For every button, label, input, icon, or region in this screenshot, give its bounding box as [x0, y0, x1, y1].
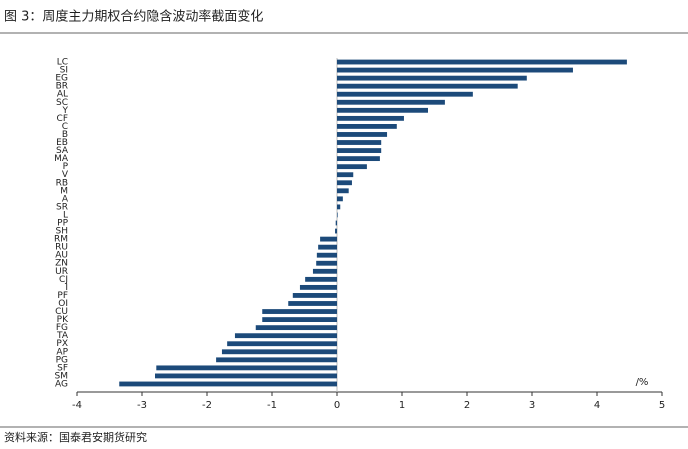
- bar: [337, 212, 338, 218]
- axis-unit: /%: [636, 377, 649, 388]
- x-tick-label: 0: [334, 400, 340, 411]
- y-tick-label: I: [65, 283, 68, 293]
- y-tick-label: SC: [56, 98, 68, 108]
- x-tick-label: -4: [72, 400, 82, 411]
- bar: [318, 244, 337, 250]
- y-tick-label: SA: [56, 146, 69, 156]
- bar: [337, 180, 352, 186]
- y-tick-label: MA: [54, 154, 69, 164]
- y-tick-label: RB: [56, 178, 68, 188]
- bar: [227, 341, 337, 347]
- x-tick-label: 4: [594, 400, 600, 411]
- y-tick-label: AG: [55, 379, 68, 389]
- y-tick-label: ZN: [55, 259, 68, 269]
- y-tick-label: PX: [56, 339, 68, 349]
- y-tick-label: TA: [56, 331, 69, 341]
- y-tick-label: SR: [56, 202, 68, 212]
- source: 资料来源：国泰君安期货研究: [4, 430, 147, 444]
- bar: [335, 220, 337, 226]
- bar: [337, 107, 428, 113]
- bar: [337, 204, 341, 210]
- bar: [337, 148, 382, 153]
- y-tick-label: CU: [55, 307, 68, 317]
- bar: [305, 276, 337, 282]
- bar: [337, 172, 354, 178]
- y-tick-label: RM: [54, 235, 68, 245]
- bar: [216, 357, 337, 363]
- y-tick-label: PK: [57, 315, 69, 325]
- bar: [262, 309, 337, 314]
- bar: [337, 59, 627, 65]
- y-tick-label: PG: [56, 355, 68, 365]
- bar: [156, 365, 337, 371]
- bar: [221, 349, 337, 355]
- bar: [337, 91, 473, 97]
- bar: [337, 83, 518, 89]
- y-tick-label: SH: [56, 227, 68, 237]
- y-tick-label: PP: [57, 219, 68, 229]
- x-tick-label: -1: [267, 400, 277, 411]
- bar: [288, 301, 337, 306]
- y-tick-label: Y: [62, 106, 69, 116]
- x-tick-label: -3: [137, 400, 147, 411]
- y-tick-label: FG: [56, 323, 68, 333]
- y-tick-label: AP: [56, 347, 68, 357]
- y-tick-label: CJ: [59, 275, 68, 285]
- bar: [337, 132, 388, 137]
- x-tick-label: 1: [399, 400, 405, 411]
- x-tick-label: 3: [529, 400, 535, 411]
- bar: [337, 99, 445, 105]
- x-tick-label: 2: [464, 400, 470, 411]
- y-tick-label: P: [63, 162, 69, 172]
- bar: [335, 228, 337, 234]
- y-tick-label: EB: [56, 138, 68, 148]
- bar: [320, 236, 337, 242]
- y-tick-label: B: [62, 130, 68, 140]
- y-tick-label: L: [63, 210, 68, 220]
- y-tick-label: SM: [55, 371, 68, 381]
- chart-title: 图 3：周度主力期权合约隐含波动率截面变化: [4, 9, 263, 25]
- bar: [337, 124, 397, 129]
- bar: [155, 373, 337, 379]
- bar: [337, 188, 349, 194]
- y-tick-label: M: [60, 186, 68, 196]
- y-tick-label: V: [62, 170, 69, 180]
- bar: [119, 381, 337, 387]
- y-tick-label: PF: [57, 291, 68, 301]
- y-tick-label: OI: [58, 299, 68, 309]
- x-tick-label: 5: [659, 400, 665, 411]
- x-tick-label: -2: [202, 400, 212, 411]
- y-tick-label: SI: [60, 66, 68, 76]
- bar: [337, 115, 404, 121]
- bar: [316, 252, 337, 258]
- y-tick-label: AU: [55, 251, 68, 261]
- y-tick-label: RU: [55, 243, 68, 253]
- bar: [337, 67, 573, 73]
- y-tick-label: BR: [56, 82, 68, 92]
- bar: [255, 325, 337, 331]
- bar: [337, 140, 382, 145]
- y-tick-label: UR: [55, 267, 68, 277]
- bar: [312, 268, 337, 274]
- bar: [262, 317, 337, 322]
- y-tick-label: LC: [57, 58, 68, 68]
- y-tick-label: SF: [57, 363, 68, 373]
- y-tick-label: CF: [57, 114, 68, 124]
- y-tick-label: C: [62, 122, 68, 132]
- bar: [292, 293, 337, 298]
- bar: [234, 333, 337, 339]
- y-tick-label: A: [62, 194, 69, 204]
- bar: [299, 284, 337, 290]
- bar: [337, 75, 527, 81]
- y-tick-label: AL: [57, 90, 68, 100]
- bar: [337, 164, 367, 170]
- bar: [316, 260, 337, 266]
- y-tick-label: EG: [55, 74, 68, 84]
- bar: [337, 196, 343, 202]
- bar: [337, 156, 380, 162]
